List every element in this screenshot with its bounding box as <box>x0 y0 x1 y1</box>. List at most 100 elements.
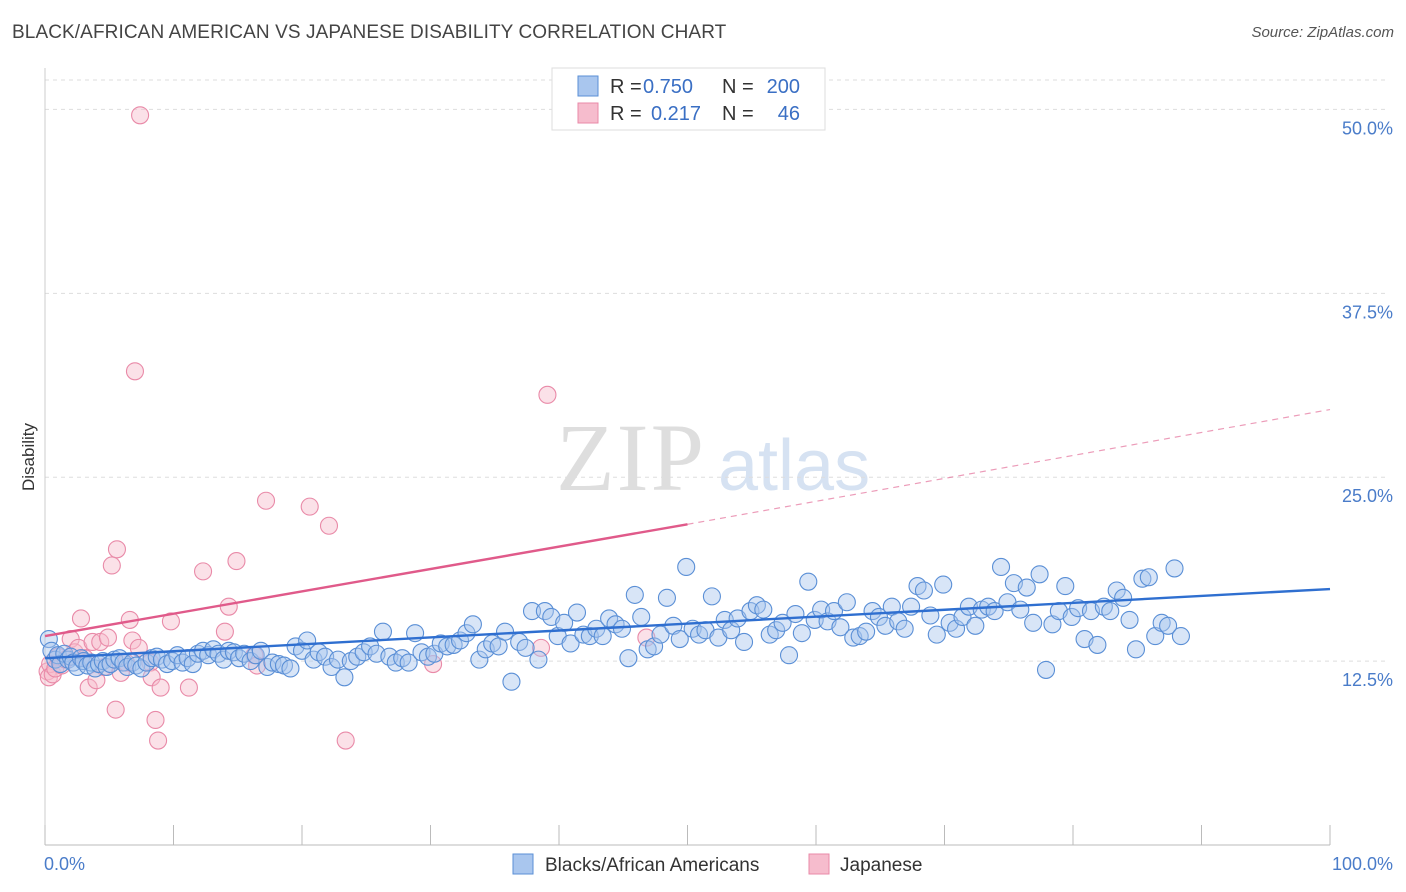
blacks-point-24 <box>127 656 146 675</box>
blacks-point-10 <box>71 649 91 668</box>
legend-bottom-blue-swatch <box>512 853 534 875</box>
blacks-point-66 <box>361 637 380 656</box>
blacks-point-133 <box>792 624 811 643</box>
blacks-point-87 <box>495 622 515 641</box>
japanese-point-20 <box>106 700 125 719</box>
japanese-trend-extension <box>687 408 1331 525</box>
legend-n-value-1: 200 <box>767 76 800 98</box>
blacks-point-160 <box>966 616 985 635</box>
blacks-point-175 <box>1062 607 1081 627</box>
blacks-point-154 <box>927 625 946 644</box>
blacks-point-81 <box>457 624 476 643</box>
blacks-point-155 <box>934 575 953 594</box>
japanese-point-48 <box>538 385 557 404</box>
legend-top-blue-swatch <box>577 75 599 97</box>
blacks-point-152 <box>914 581 933 600</box>
blacks-point-134 <box>799 572 818 591</box>
y-tick-label-3: 50.0% <box>1342 118 1393 138</box>
blacks-point-179 <box>1088 635 1107 654</box>
blacks-point-143 <box>857 622 876 641</box>
blacks-point-68 <box>373 622 393 641</box>
blacks-point-132 <box>786 604 805 624</box>
japanese-point-45 <box>336 731 355 750</box>
blacks-point-185 <box>1126 640 1146 659</box>
japanese-point-21 <box>107 540 127 559</box>
japanese-point-28 <box>131 106 150 125</box>
blacks-point-115 <box>677 557 696 577</box>
blacks-point-174 <box>1056 577 1075 596</box>
legend-r-label-2: R = <box>610 103 642 125</box>
blacks-point-187 <box>1139 568 1158 587</box>
legend-r-value-2: 0.217 <box>651 103 701 125</box>
x-tick-label-end: 100.0% <box>1332 854 1393 874</box>
blacks-point-169 <box>1024 613 1043 632</box>
japanese-point-42 <box>256 491 276 510</box>
legend-bottom-pink-swatch <box>808 853 830 875</box>
y-tick-labels: 12.5% 25.0% 37.5% 50.0% <box>1342 118 1393 690</box>
watermark-atlas: atlas <box>718 426 870 506</box>
blacks-point-88 <box>502 672 521 691</box>
blacks-point-82 <box>463 615 482 634</box>
x-tick-label-start: 0.0% <box>44 854 85 874</box>
legend-top: R = 0.750 N = 200 R = 0.217 N = 46 <box>551 67 826 131</box>
blacks-point-35 <box>183 654 202 674</box>
blacks-point-114 <box>670 629 689 649</box>
blacks-point-168 <box>1017 578 1036 597</box>
japanese-point-37 <box>215 622 234 641</box>
blacks-point-92 <box>529 650 548 669</box>
y-tick-label-1: 25.0% <box>1342 486 1393 506</box>
japanese-point-44 <box>319 516 339 535</box>
blacks-point-171 <box>1036 660 1056 679</box>
blacks-point-140 <box>837 593 856 612</box>
blacks-point-190 <box>1159 616 1178 635</box>
legend-top-pink-swatch <box>577 102 599 124</box>
blacks-point-170 <box>1030 565 1049 584</box>
blacks-point-124 <box>734 632 754 652</box>
blacks-point-119 <box>702 587 721 606</box>
japanese-point-35 <box>179 678 198 697</box>
blacks-point-192 <box>1171 627 1190 646</box>
blacks-point-106 <box>619 649 638 668</box>
blacks-point-149 <box>895 619 914 638</box>
blacks-point-183 <box>1114 588 1133 607</box>
blacks-point-98 <box>567 603 587 622</box>
blacks-point-184 <box>1120 610 1139 629</box>
japanese-point-18 <box>98 628 118 647</box>
blacks-point-100 <box>580 627 599 646</box>
blacks-point-127 <box>754 600 773 619</box>
blacks-point-60 <box>322 657 341 677</box>
japanese-trend-line <box>44 523 688 638</box>
blacks-point-53 <box>281 659 300 678</box>
axes <box>44 68 1331 846</box>
legend-bottom: Blacks/African Americans Japanese <box>512 853 922 876</box>
watermark-zip: ZIP <box>556 404 706 511</box>
blacks-point-108 <box>632 607 651 627</box>
legend-r-label-1: R = <box>610 76 642 98</box>
blacks-point-182 <box>1107 581 1126 600</box>
blacks-point-181 <box>1101 602 1120 621</box>
legend-n-label-2: N = <box>722 103 754 125</box>
japanese-point-38 <box>219 597 238 616</box>
blacks-point-129 <box>767 621 786 640</box>
blacks-point-167 <box>1011 600 1030 619</box>
y-axis-title: Disability <box>19 422 38 491</box>
legend-bottom-pink-label: Japanese <box>840 855 922 876</box>
japanese-point-19 <box>102 556 121 575</box>
japanese-point-13 <box>79 678 98 697</box>
blacks-point-91 <box>522 602 542 621</box>
blacks-point-110 <box>645 637 664 656</box>
trend-lines <box>44 408 1331 660</box>
blacks-point-164 <box>991 557 1011 577</box>
chart-source: Source: ZipAtlas.com <box>1251 24 1394 41</box>
blacks-point-112 <box>657 588 676 607</box>
blacks-point-186 <box>1133 569 1152 588</box>
japanese-point-11 <box>71 609 91 628</box>
legend-n-label-1: N = <box>722 76 754 98</box>
japanese-point-26 <box>125 362 144 381</box>
japanese-point-43 <box>300 497 319 516</box>
blacks-point-139 <box>831 618 850 637</box>
blacks-point-62 <box>335 668 354 687</box>
blacks-point-191 <box>1165 559 1184 578</box>
x-tick-labels: 0.0% 100.0% <box>44 854 1393 874</box>
legend-bottom-blue-label: Blacks/African Americans <box>545 855 759 876</box>
